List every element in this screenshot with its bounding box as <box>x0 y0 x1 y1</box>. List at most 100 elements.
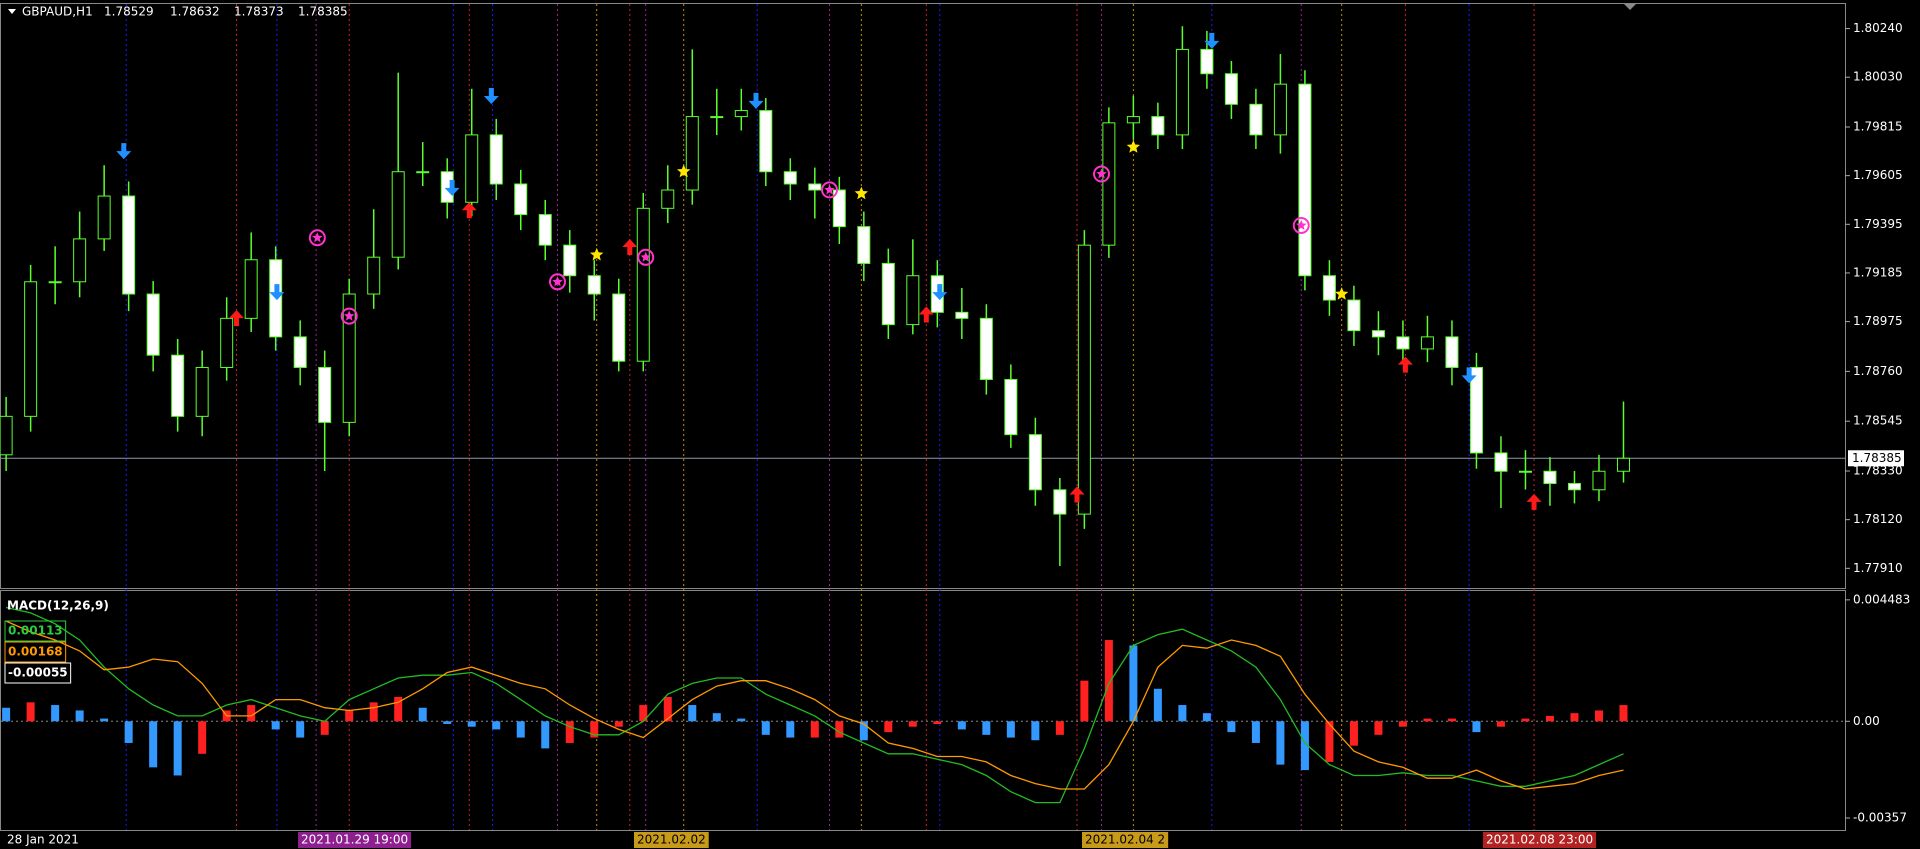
candle-body <box>0 415 13 456</box>
macd-line <box>5 606 1624 804</box>
y-tick-label: 1.80030 <box>1853 70 1903 84</box>
histogram-bar <box>639 705 648 722</box>
histogram-bar <box>149 721 158 768</box>
candle-body <box>1298 83 1312 277</box>
histogram-bar <box>100 718 109 722</box>
histogram-bar <box>1594 710 1603 722</box>
ohlc-readout: 1.78385 <box>298 5 348 19</box>
histogram-bar <box>320 721 329 735</box>
candle-body <box>24 281 38 417</box>
y-tick-label: 1.80240 <box>1853 21 1903 35</box>
sell-arrow <box>269 284 285 301</box>
histogram-bar <box>1178 705 1187 722</box>
macd-title: MACD(12,26,9) <box>7 599 109 613</box>
histogram-bar <box>1080 680 1089 722</box>
histogram-bar <box>1472 721 1481 733</box>
candle-body <box>563 244 577 277</box>
candle-body <box>1347 299 1361 332</box>
candle-body <box>122 195 136 295</box>
buy-arrow <box>228 310 244 327</box>
time-label-box <box>4 832 82 848</box>
histogram-bar <box>492 721 501 730</box>
candle-body <box>1004 379 1018 436</box>
candle-body <box>416 171 430 174</box>
candle-body <box>710 116 724 119</box>
histogram-bar <box>1227 721 1236 733</box>
signal-ring <box>340 307 358 325</box>
candle-body <box>636 207 650 362</box>
histogram-bar <box>296 721 305 738</box>
buy-arrow <box>1526 493 1542 510</box>
signal-star <box>312 232 323 243</box>
time-label-box <box>634 832 709 848</box>
candle-body <box>1518 470 1532 473</box>
histogram-bar <box>1398 721 1407 727</box>
histogram-bar <box>614 721 623 727</box>
histogram-bar <box>467 721 476 727</box>
histogram-bar <box>1251 721 1260 743</box>
histogram-bar <box>835 721 844 738</box>
histogram-bar <box>443 721 452 725</box>
candle-body <box>759 110 773 173</box>
ohlc-readout: 1.78373 <box>234 5 284 19</box>
histogram-bar <box>369 702 378 722</box>
y-tick-label: 1.79815 <box>1853 120 1903 134</box>
y-tick-label: 1.79395 <box>1853 217 1903 231</box>
signal-star <box>1096 168 1107 179</box>
histogram-bar <box>198 721 207 754</box>
candle-body <box>97 195 111 240</box>
candle-body <box>1151 116 1165 136</box>
candle-body <box>1077 244 1091 515</box>
buy-arrow <box>622 239 638 256</box>
time-label: 2021.02.04 2 <box>1085 833 1165 847</box>
y-tick-label: 1.79185 <box>1853 265 1903 279</box>
sell-arrow <box>1204 32 1220 49</box>
y-tick-label: 1.79605 <box>1853 168 1903 182</box>
sell-arrow <box>1461 367 1477 384</box>
candle-body <box>1445 336 1459 368</box>
candle-body <box>171 354 185 417</box>
histogram-bar <box>1129 645 1138 722</box>
histogram-bar <box>884 721 893 733</box>
candle-body <box>808 183 822 191</box>
histogram-bar <box>565 721 574 743</box>
candle-body <box>1396 336 1410 350</box>
histogram-bar <box>933 721 942 725</box>
candle-body <box>979 317 993 381</box>
histogram-bar <box>247 705 256 722</box>
signal-ring <box>821 181 839 199</box>
time-label-box <box>1082 832 1169 848</box>
histogram-bar <box>1374 721 1383 735</box>
candle-body <box>1126 116 1140 124</box>
signal-star <box>824 184 835 195</box>
candle-body <box>1053 489 1067 515</box>
histogram-bar <box>1031 721 1040 741</box>
candle-body <box>73 238 87 283</box>
candle-body <box>1420 336 1434 350</box>
candle-body <box>538 214 552 246</box>
histogram-bar <box>688 705 697 722</box>
candle-body <box>955 311 969 319</box>
histogram-bar <box>1104 640 1113 722</box>
histogram-bar <box>712 713 721 722</box>
ohlc-readout: 1.78632 <box>170 5 220 19</box>
candle-body <box>244 259 258 319</box>
readout-box <box>4 620 67 642</box>
signal-star <box>1126 140 1140 153</box>
time-label-box <box>1483 832 1597 848</box>
time-label: 2021.02.08 23:00 <box>1486 833 1593 847</box>
y-tick-label: 0.00 <box>1853 714 1880 728</box>
histogram-bar <box>1202 713 1211 722</box>
histogram-bar <box>1325 721 1334 762</box>
candle-body <box>881 262 895 326</box>
buy-arrow <box>1397 356 1413 373</box>
histogram-bar <box>1423 718 1432 722</box>
histogram-bar <box>26 702 35 722</box>
histogram-bar <box>271 721 280 730</box>
y-tick-label: 0.004483 <box>1853 592 1910 606</box>
histogram-bar <box>516 721 525 738</box>
time-label: 2021.01.29 19:00 <box>301 833 408 847</box>
histogram-bar <box>2 707 11 722</box>
menu-triangle <box>8 9 16 14</box>
signal-star <box>590 247 604 261</box>
